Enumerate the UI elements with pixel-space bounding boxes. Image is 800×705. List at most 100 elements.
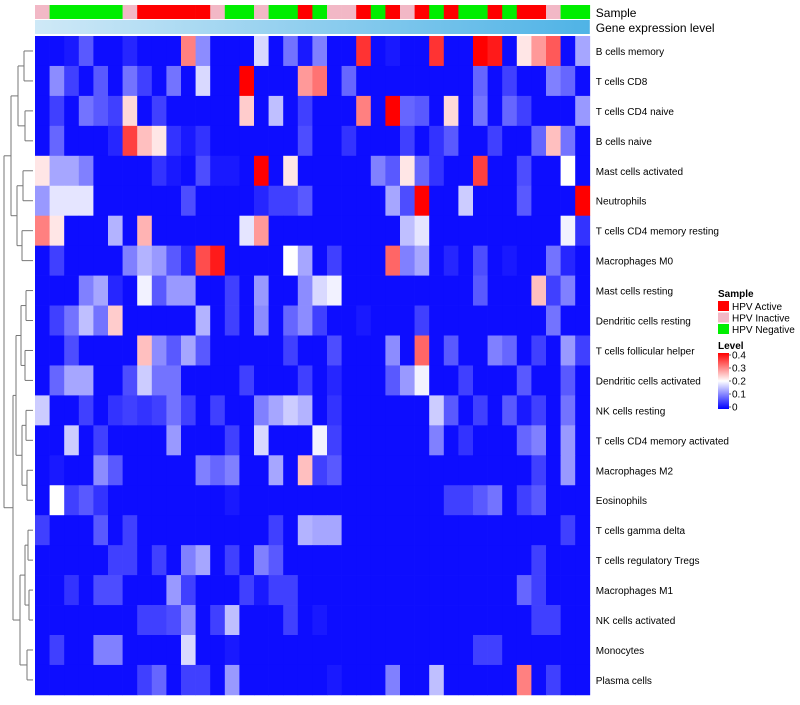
heatmap-cell xyxy=(575,305,591,336)
heatmap-cell xyxy=(224,455,240,486)
heatmap-cell xyxy=(429,275,445,306)
heatmap-cell xyxy=(356,95,372,127)
heatmap-cell xyxy=(283,335,299,366)
heatmap-cell xyxy=(516,635,532,666)
heatmap-cell xyxy=(35,455,50,486)
heatmap-cell xyxy=(414,485,430,516)
heatmap-cell xyxy=(283,185,299,217)
heatmap-cell xyxy=(297,605,313,636)
heatmap-cell xyxy=(210,515,226,546)
heatmap-cell xyxy=(327,664,342,696)
heatmap-cell xyxy=(546,65,561,97)
heatmap-cell xyxy=(385,305,401,336)
heatmap-cell xyxy=(239,65,255,97)
heatmap-cell xyxy=(108,395,123,426)
heatmap-cell xyxy=(166,425,182,456)
heatmap-cell xyxy=(414,65,430,97)
heatmap-cell xyxy=(181,485,196,516)
heatmap-cell xyxy=(414,605,430,636)
heatmap-cell xyxy=(181,215,196,246)
heatmap-cell xyxy=(254,125,269,157)
heatmap-cell xyxy=(122,65,138,97)
heatmap-cell xyxy=(210,215,226,246)
heatmap-cell xyxy=(531,335,547,366)
heatmap-cell xyxy=(575,185,591,217)
heatmap-cell xyxy=(239,36,255,67)
heatmap-cell xyxy=(327,36,342,67)
heatmap-cell xyxy=(385,275,401,306)
heatmap-cell xyxy=(283,425,299,456)
heatmap-cell xyxy=(443,664,459,696)
heatmap-cell xyxy=(137,36,153,67)
row-label: Macrophages M2 xyxy=(596,466,674,477)
heatmap-cell xyxy=(78,65,94,97)
heatmap-cell xyxy=(458,425,474,456)
heatmap-cell xyxy=(224,365,240,396)
row-label: NK cells activated xyxy=(596,616,675,627)
heatmap-cell xyxy=(429,485,445,516)
heatmap-cell xyxy=(327,485,342,516)
heatmap-cell xyxy=(370,245,386,276)
heatmap-cell xyxy=(239,185,255,217)
heatmap-cell xyxy=(327,515,342,546)
heatmap-cell xyxy=(35,155,50,187)
heatmap-cell xyxy=(414,185,430,217)
heatmap-cell xyxy=(546,365,561,396)
heatmap-cell xyxy=(35,36,50,67)
heatmap-cell xyxy=(400,635,415,666)
heatmap-cell xyxy=(283,635,299,666)
heatmap-cell xyxy=(268,455,284,486)
heatmap-cell xyxy=(210,605,226,636)
heatmap-cell xyxy=(137,455,153,486)
sample-cell xyxy=(487,5,503,19)
heatmap-cell xyxy=(35,65,50,97)
heatmap-cell xyxy=(195,425,211,456)
heatmap-cell xyxy=(312,485,328,516)
heatmap-cell xyxy=(195,36,211,67)
heatmap-cell xyxy=(297,545,313,576)
sample-cell xyxy=(575,5,591,19)
heatmap-cell xyxy=(224,425,240,456)
heatmap-cell xyxy=(151,575,167,606)
heatmap-cell xyxy=(429,575,445,606)
sample-cell xyxy=(546,5,561,19)
heatmap-cell xyxy=(137,605,153,636)
heatmap-cell xyxy=(283,95,299,127)
heatmap-cell xyxy=(400,485,415,516)
heatmap-cell xyxy=(93,485,109,516)
heatmap-cell xyxy=(458,305,474,336)
heatmap-cell xyxy=(210,155,226,187)
row-label: Dendritic cells resting xyxy=(596,317,691,328)
heatmap-cell xyxy=(49,605,65,636)
heatmap-cell xyxy=(210,305,226,336)
heatmap-cell xyxy=(239,395,255,426)
heatmap-cell xyxy=(93,305,109,336)
heatmap-cell xyxy=(297,485,313,516)
heatmap-cell xyxy=(502,335,518,366)
heatmap-cell xyxy=(487,215,503,246)
heatmap-cell xyxy=(531,635,547,666)
heatmap-cell xyxy=(502,365,518,396)
heatmap-cell xyxy=(429,65,445,97)
heatmap-cell xyxy=(283,485,299,516)
heatmap-cell xyxy=(560,155,576,187)
heatmap-cell xyxy=(370,305,386,336)
heatmap-cell xyxy=(312,335,328,366)
heatmap-cell xyxy=(400,95,415,127)
expression-gradient-bar xyxy=(35,20,590,34)
level-legend-colorbar xyxy=(718,353,729,409)
heatmap-cell xyxy=(195,664,211,696)
heatmap-cell xyxy=(356,305,372,336)
heatmap-cell xyxy=(78,245,94,276)
heatmap-cell xyxy=(531,575,547,606)
heatmap-cell xyxy=(268,65,284,97)
heatmap-cell xyxy=(224,575,240,606)
sample-legend-swatch xyxy=(718,301,729,311)
heatmap-cell xyxy=(254,575,269,606)
heatmap-cell xyxy=(64,515,80,546)
heatmap-cell xyxy=(502,275,518,306)
heatmap-cell xyxy=(181,245,196,276)
heatmap-cell xyxy=(400,275,415,306)
heatmap-cell xyxy=(254,275,269,306)
